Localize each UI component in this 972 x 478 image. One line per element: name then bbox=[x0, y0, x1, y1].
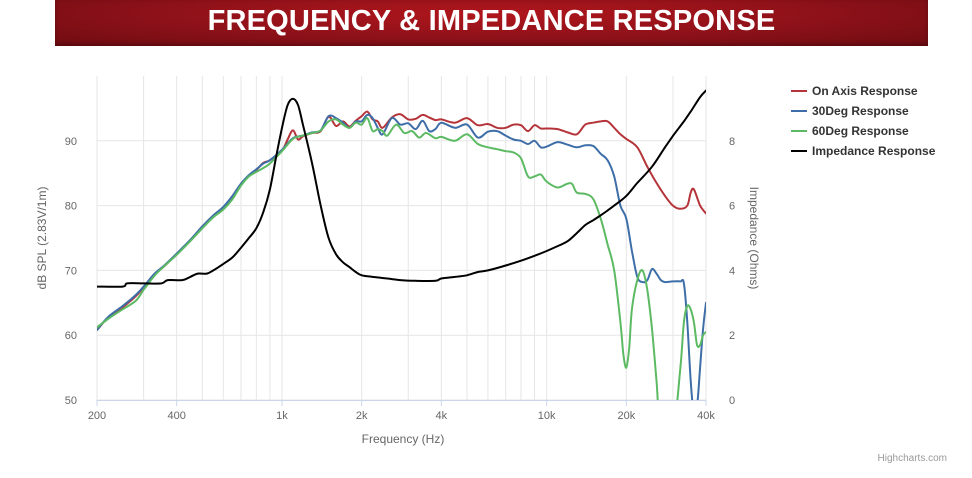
x-tick-label: 400 bbox=[167, 410, 185, 422]
x-tick-label: 10k bbox=[538, 410, 556, 422]
x-tick-label: 40k bbox=[697, 410, 715, 422]
grid-lines bbox=[96, 76, 707, 401]
legend-item-impedance-response[interactable]: Impedance Response bbox=[791, 144, 936, 158]
x-tick-label: 200 bbox=[88, 410, 106, 422]
x-tick-label: 2k bbox=[356, 410, 368, 422]
legend-label: 60Deg Response bbox=[812, 124, 909, 138]
y2-tick-label: 2 bbox=[729, 330, 735, 342]
legend-label: On Axis Response bbox=[812, 84, 918, 98]
legend-item-30deg-response[interactable]: 30Deg Response bbox=[791, 104, 909, 118]
legend-item-on-axis-response[interactable]: On Axis Response bbox=[791, 84, 918, 98]
page-title: FREQUENCY & IMPEDANCE RESPONSE bbox=[207, 5, 776, 37]
x-tick-label: 4k bbox=[436, 410, 448, 422]
series-line-60deg-response[interactable] bbox=[97, 117, 706, 440]
y-axis-title-left: dB SPL (2.83V/1m) bbox=[35, 187, 49, 290]
series-line-30deg-response[interactable] bbox=[97, 113, 706, 415]
y-axis-title-right: Impedance (Ohms) bbox=[747, 187, 761, 290]
y-tick-label: 80 bbox=[65, 201, 77, 213]
title-banner: FREQUENCY & IMPEDANCE RESPONSE bbox=[55, 0, 928, 46]
x-tick-label: 1k bbox=[276, 410, 288, 422]
x-tick-label: 20k bbox=[617, 410, 635, 422]
highcharts-credit[interactable]: Highcharts.com bbox=[877, 453, 947, 464]
y2-tick-label: 6 bbox=[729, 201, 735, 213]
legend: On Axis Response 30Deg Response 60Deg Resp… bbox=[791, 84, 936, 158]
y-tick-label: 70 bbox=[65, 265, 77, 277]
y2-tick-label: 0 bbox=[729, 395, 735, 407]
legend-label: Impedance Response bbox=[812, 144, 936, 158]
y-tick-label: 60 bbox=[65, 330, 77, 342]
legend-item-60deg-response[interactable]: 60Deg Response bbox=[791, 124, 909, 138]
series-line-impedance-response[interactable] bbox=[97, 89, 706, 288]
legend-label: 30Deg Response bbox=[812, 104, 909, 118]
series-line-on-axis-response[interactable] bbox=[97, 110, 706, 331]
y2-tick-label: 8 bbox=[729, 136, 735, 148]
axes: 200 400 1k 2k 4k 10k 20k 40k 50 60 70 80 90 0 2 4 6 8 bbox=[65, 136, 735, 422]
y-tick-label: 90 bbox=[65, 136, 77, 148]
y-tick-label: 50 bbox=[65, 395, 77, 407]
series-lines bbox=[97, 89, 706, 440]
x-axis-title: Frequency (Hz) bbox=[362, 432, 445, 446]
y2-tick-label: 4 bbox=[729, 265, 735, 277]
